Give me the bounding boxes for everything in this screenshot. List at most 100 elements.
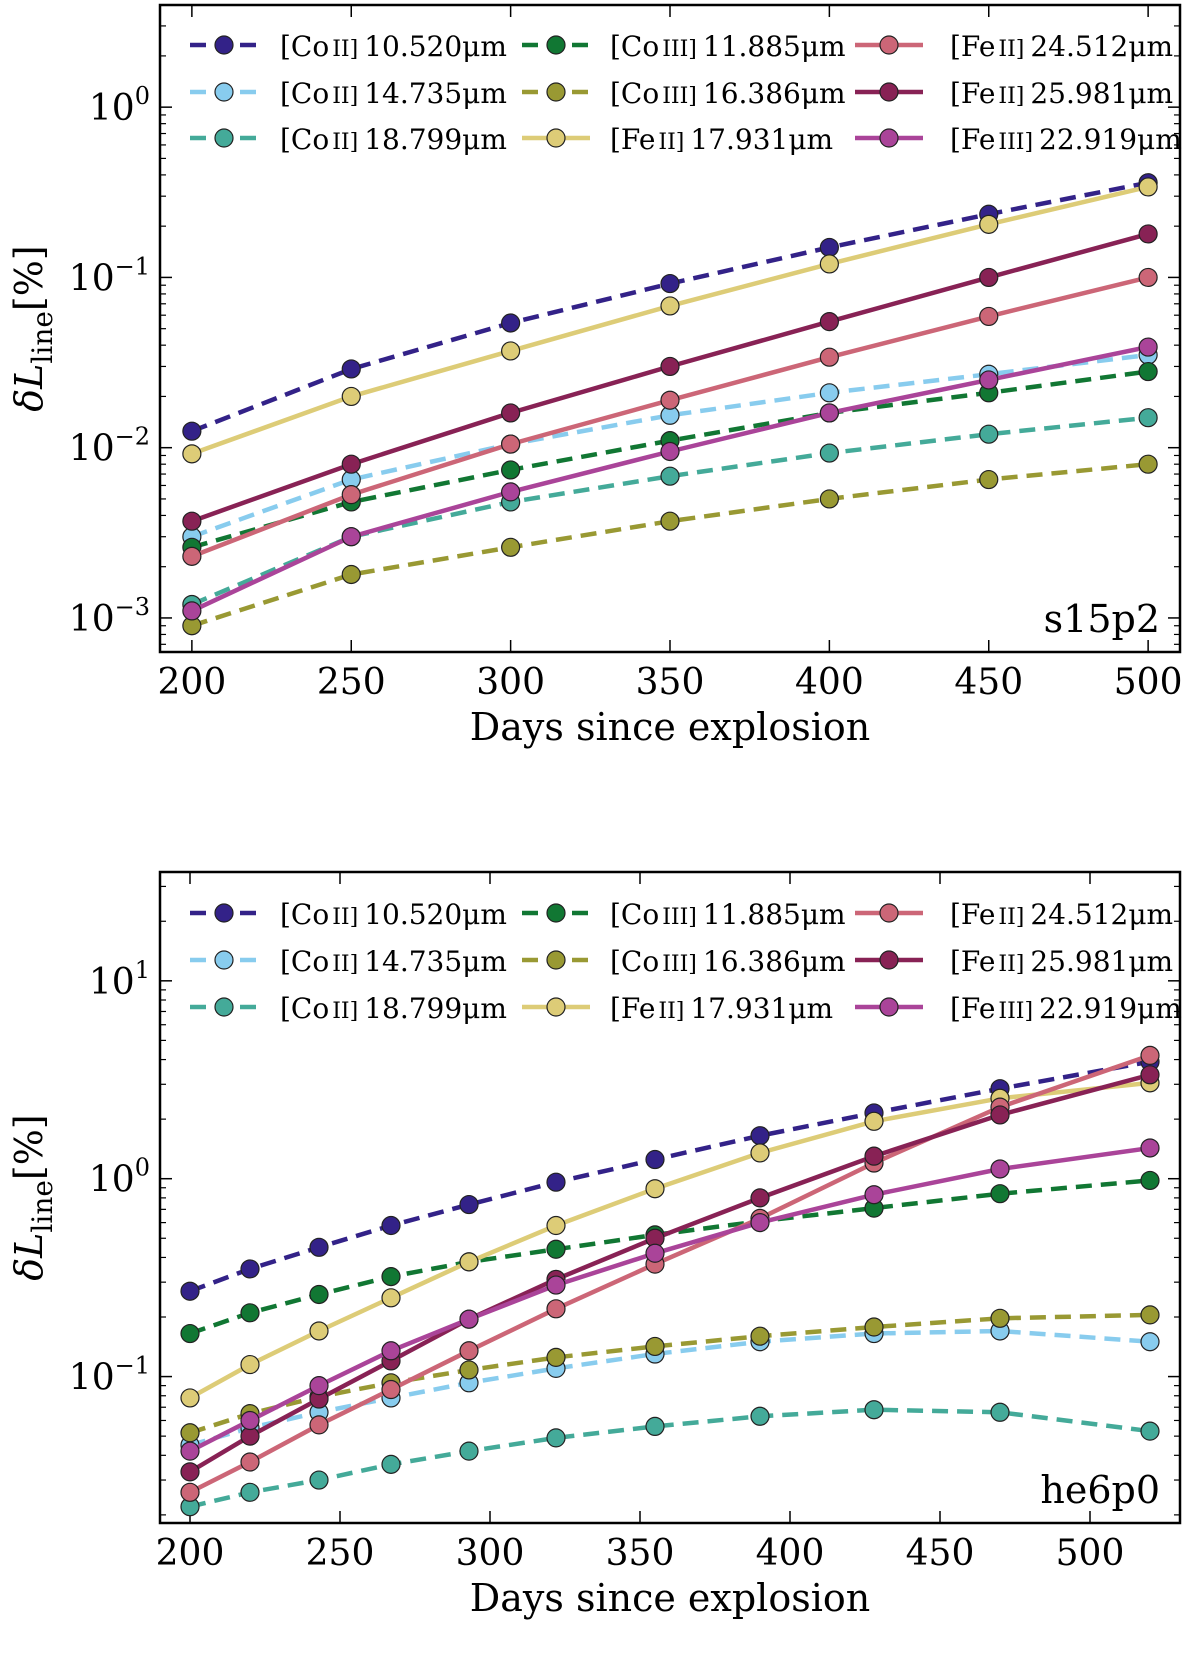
x-axis-label: Days since explosion bbox=[470, 705, 870, 749]
legend-entry: [Co II] 18.799μm bbox=[280, 123, 507, 156]
legend-entry: [Co II] 18.799μm bbox=[280, 992, 507, 1025]
data-point bbox=[180, 1462, 200, 1482]
data-point bbox=[1138, 454, 1158, 474]
data-point bbox=[750, 1326, 770, 1346]
legend-marker bbox=[879, 903, 899, 923]
data-point bbox=[341, 359, 361, 379]
data-point bbox=[240, 1354, 260, 1375]
x-tick-label: 300 bbox=[456, 1533, 525, 1574]
data-point bbox=[546, 1347, 566, 1367]
legend: [Co II] 10.520μm [Co II] 14.735μm [Co II] 18.799… bbox=[190, 30, 1182, 156]
data-point bbox=[990, 1159, 1010, 1179]
data-point bbox=[979, 306, 999, 327]
data-point bbox=[341, 386, 361, 407]
data-point bbox=[750, 1212, 770, 1233]
data-point bbox=[979, 370, 999, 390]
data-point bbox=[546, 1239, 566, 1259]
data-point bbox=[240, 1482, 260, 1502]
y-axis-label: δLline[%] bbox=[7, 245, 59, 411]
legend-entry: [Fe II] 24.512μm bbox=[950, 30, 1173, 63]
data-point bbox=[501, 482, 521, 502]
data-point bbox=[182, 444, 202, 464]
data-point bbox=[501, 313, 521, 333]
data-point bbox=[750, 1126, 770, 1146]
data-point bbox=[1140, 1332, 1160, 1352]
data-point bbox=[240, 1410, 260, 1431]
legend-marker bbox=[546, 128, 566, 148]
data-point bbox=[819, 443, 839, 463]
data-point bbox=[180, 1482, 200, 1502]
legend-marker bbox=[879, 128, 899, 148]
legend-entry: [Fe III] 22.919μm bbox=[950, 123, 1182, 156]
data-point bbox=[819, 312, 839, 332]
x-tick-label: 500 bbox=[1114, 662, 1183, 703]
data-point bbox=[1138, 408, 1158, 428]
legend-marker bbox=[214, 35, 234, 55]
data-point bbox=[341, 485, 361, 505]
data-point bbox=[180, 1388, 200, 1408]
data-point bbox=[864, 1146, 884, 1166]
data-point bbox=[501, 403, 521, 423]
legend-marker bbox=[546, 82, 566, 102]
data-point bbox=[864, 1185, 884, 1205]
y-tick-label: 101 bbox=[89, 956, 150, 1003]
data-point bbox=[546, 1428, 566, 1448]
data-point bbox=[645, 1149, 665, 1170]
legend-entry: [Co III] 11.885μm bbox=[610, 30, 846, 63]
data-point bbox=[546, 1215, 566, 1236]
plot-frame bbox=[158, 3, 1182, 654]
data-point bbox=[180, 1423, 200, 1443]
legend-entry: [Fe III] 22.919μm bbox=[950, 992, 1182, 1025]
legend-marker bbox=[214, 950, 234, 970]
data-point bbox=[660, 296, 680, 316]
y-axis-label: δLline[%] bbox=[7, 1114, 59, 1280]
data-point bbox=[459, 1194, 479, 1215]
data-point bbox=[501, 537, 521, 557]
legend-marker bbox=[879, 950, 899, 970]
data-point bbox=[645, 1243, 665, 1263]
data-point bbox=[180, 1441, 200, 1461]
x-tick-label: 250 bbox=[306, 1533, 375, 1574]
data-point bbox=[660, 356, 680, 377]
data-point bbox=[309, 1321, 329, 1341]
data-point bbox=[660, 466, 680, 486]
y-tick-label: 10−3 bbox=[69, 593, 150, 640]
data-point bbox=[459, 1252, 479, 1272]
data-point bbox=[459, 1341, 479, 1361]
legend-marker bbox=[546, 35, 566, 55]
legend-entry: [Co III] 16.386μm bbox=[610, 945, 846, 978]
data-point bbox=[1140, 1421, 1160, 1441]
data-point bbox=[546, 1275, 566, 1295]
data-point bbox=[819, 403, 839, 423]
data-point bbox=[819, 489, 839, 509]
legend-entry: [Co III] 11.885μm bbox=[610, 898, 846, 931]
data-point bbox=[240, 1259, 260, 1279]
legend-entry: [Fe II] 17.931μm bbox=[610, 123, 833, 156]
legend-marker bbox=[879, 997, 899, 1017]
data-point bbox=[459, 1309, 479, 1329]
data-point bbox=[819, 237, 839, 258]
data-point bbox=[309, 1470, 329, 1490]
x-tick-label: 250 bbox=[317, 662, 386, 703]
data-point bbox=[979, 469, 999, 490]
legend-marker bbox=[546, 950, 566, 970]
data-point bbox=[546, 1299, 566, 1319]
x-tick-label: 450 bbox=[954, 662, 1023, 703]
panel-label: s15p2 bbox=[1044, 597, 1160, 641]
y-tick-label: 10−2 bbox=[69, 423, 150, 470]
data-point bbox=[309, 1376, 329, 1396]
data-point bbox=[341, 527, 361, 547]
data-point bbox=[309, 1237, 329, 1257]
data-point bbox=[864, 1400, 884, 1420]
data-point bbox=[990, 1402, 1010, 1422]
x-axis-label: Days since explosion bbox=[470, 1576, 870, 1620]
legend: [Co II] 10.520μm [Co II] 14.735μm [Co II] 18.799… bbox=[190, 898, 1182, 1025]
data-point bbox=[979, 267, 999, 288]
data-point bbox=[182, 511, 202, 531]
data-point bbox=[1138, 177, 1158, 197]
legend-entry: [Co II] 14.735μm bbox=[280, 77, 507, 110]
data-point bbox=[546, 1172, 566, 1192]
legend-marker bbox=[214, 903, 234, 923]
data-point bbox=[750, 1188, 770, 1208]
legend-marker bbox=[546, 903, 566, 923]
